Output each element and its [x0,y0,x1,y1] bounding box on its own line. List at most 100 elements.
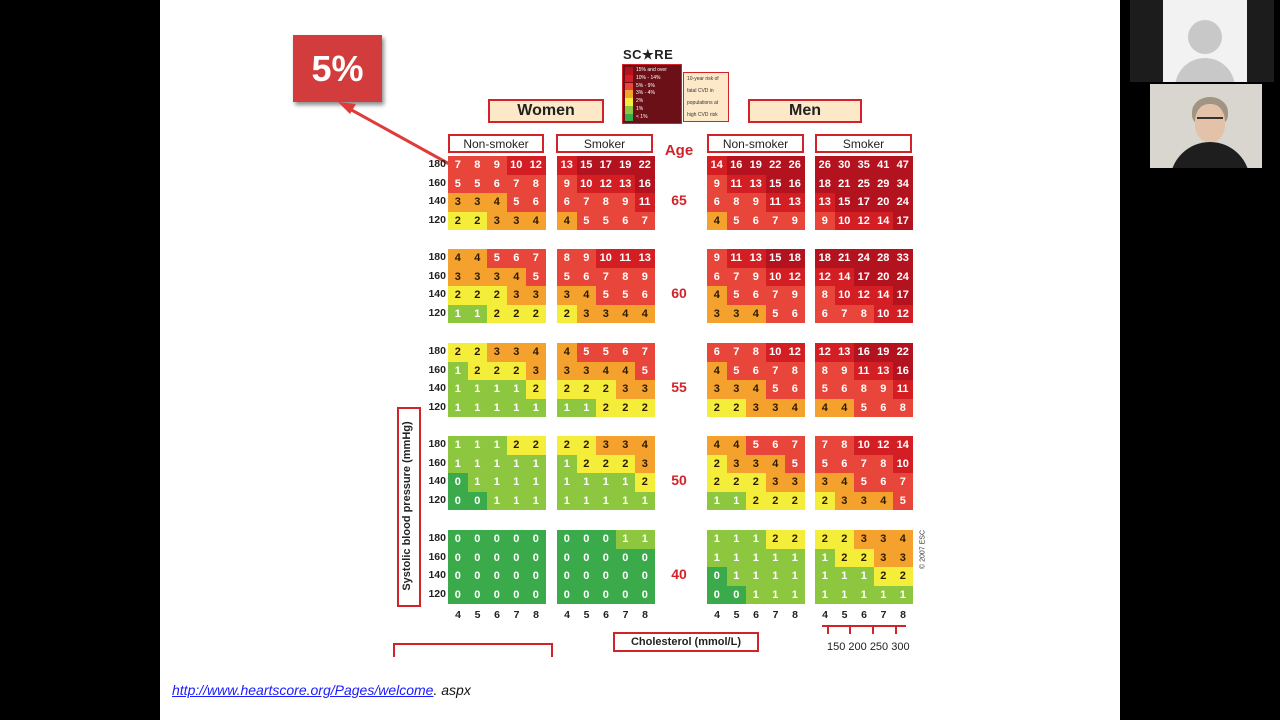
risk-cell: 1 [557,491,577,510]
risk-cell: 6 [487,174,507,193]
cholesterol-tick: 6 [753,609,759,621]
risk-cell: 12 [526,156,546,175]
risk-cell: 13 [873,361,893,380]
risk-cell: 1 [467,380,487,399]
risk-cell: 1 [726,548,746,567]
risk-cell: 12 [854,286,874,305]
risk-cell: 3 [815,473,835,492]
risk-cell: 3 [726,380,746,399]
video-tile-participant[interactable] [1150,84,1262,168]
risk-cell: 1 [596,473,616,492]
risk-cell: 22 [893,343,913,362]
risk-cell: 0 [467,491,487,510]
risk-cell: 5 [596,286,616,305]
risk-cell: 1 [834,585,854,604]
risk-cell: 0 [635,585,655,604]
risk-cell: 16 [785,174,805,193]
risk-cell: 0 [448,585,468,604]
callout-box: 5% [293,35,382,102]
cholesterol-tick: 7 [772,609,779,621]
risk-cell: 1 [785,548,805,567]
risk-cell: 1 [487,454,507,473]
risk-cell: 9 [785,286,805,305]
risk-cell: 1 [467,436,487,455]
risk-cell: 6 [815,304,835,323]
risk-cell: 4 [746,304,766,323]
bp-label: 180 [428,158,446,170]
risk-cell: 0 [467,530,487,549]
risk-cell: 1 [815,548,835,567]
risk-cell: 9 [746,267,766,286]
age-label: 55 [671,379,687,395]
risk-cell: 7 [596,267,616,286]
risk-cell: 5 [726,361,746,380]
risk-cell: 25 [854,174,874,193]
risk-cell: 8 [615,267,635,286]
risk-cell: 1 [487,436,507,455]
subheader-men-nonsmoker: Non-smoker [707,134,804,153]
risk-cell: 21 [834,174,854,193]
risk-cell: 6 [576,267,596,286]
risk-cell: 11 [854,361,874,380]
risk-cell: 0 [506,567,526,586]
risk-cell: 5 [726,286,746,305]
age-label: 50 [671,472,687,488]
risk-cell: 2 [576,454,596,473]
risk-cell: 9 [487,156,507,175]
risk-cell: 3 [487,267,507,286]
risk-cell: 0 [467,567,487,586]
risk-cell: 0 [526,585,546,604]
risk-cell: 14 [834,267,854,286]
risk-cell: 3 [765,398,785,417]
risk-cell: 24 [893,267,913,286]
risk-cell: 2 [467,343,487,362]
risk-cell: 0 [635,548,655,567]
video-tile-placeholder[interactable] [1130,0,1274,82]
risk-cell: 11 [726,249,746,268]
risk-cell: 2 [726,398,746,417]
age-label: 65 [671,192,687,208]
risk-cell: 4 [873,491,893,510]
subheader-men-smoker: Smoker [815,134,912,153]
risk-cell: 4 [576,286,596,305]
cholesterol-tick: 7 [622,609,629,621]
risk-cell: 1 [765,585,785,604]
risk-cell: 0 [526,530,546,549]
risk-cell: 4 [635,304,655,323]
mg-scale-ticks [822,625,906,634]
risk-cell: 2 [506,304,526,323]
risk-cell: 5 [506,193,526,212]
risk-cell: 26 [815,156,835,175]
bp-label: 180 [428,251,446,263]
risk-cell: 3 [467,193,487,212]
risk-cell: 1 [746,567,766,586]
risk-cell: 1 [726,567,746,586]
risk-cell: 2 [726,473,746,492]
risk-cell: 4 [557,211,577,230]
risk-cell: 5 [854,398,874,417]
risk-cell: 8 [873,454,893,473]
risk-cell: 3 [785,473,805,492]
risk-cell: 8 [854,304,874,323]
women-header: Women [488,99,604,123]
risk-cell: 5 [526,267,546,286]
risk-cell: 14 [873,211,893,230]
risk-cell: 5 [576,211,596,230]
bp-label: 120 [428,306,446,319]
risk-cell: 0 [576,530,596,549]
risk-cell: 1 [448,436,468,455]
cholesterol-tick: 5 [841,609,848,621]
bp-label: 140 [428,288,446,300]
risk-cell: 2 [467,361,487,380]
legend-scale: 15% and over 10% - 14% 5% - 9% 3% - 4% 2% 1% <… [622,64,682,124]
risk-cell: 1 [467,454,487,473]
risk-cell: 4 [815,398,835,417]
risk-cell: 4 [526,211,546,230]
risk-cell: 4 [746,380,766,399]
risk-cell: 3 [615,436,635,455]
heartscore-link[interactable]: http://www.heartscore.org/Pages/welcome [172,682,434,698]
risk-cell: 1 [854,585,874,604]
risk-cell: 6 [746,286,766,305]
risk-cell: 11 [635,193,655,212]
risk-cell: 0 [557,567,577,586]
